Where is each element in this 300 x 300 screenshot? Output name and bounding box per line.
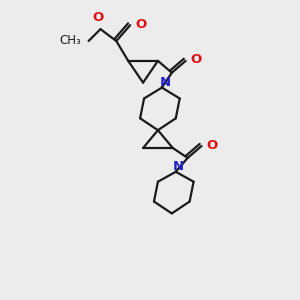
Text: O: O [93,11,104,24]
Text: N: N [173,160,184,173]
Text: O: O [135,18,146,31]
Text: N: N [159,76,170,89]
Text: CH₃: CH₃ [59,34,81,46]
Text: O: O [190,53,202,66]
Text: O: O [206,139,218,152]
